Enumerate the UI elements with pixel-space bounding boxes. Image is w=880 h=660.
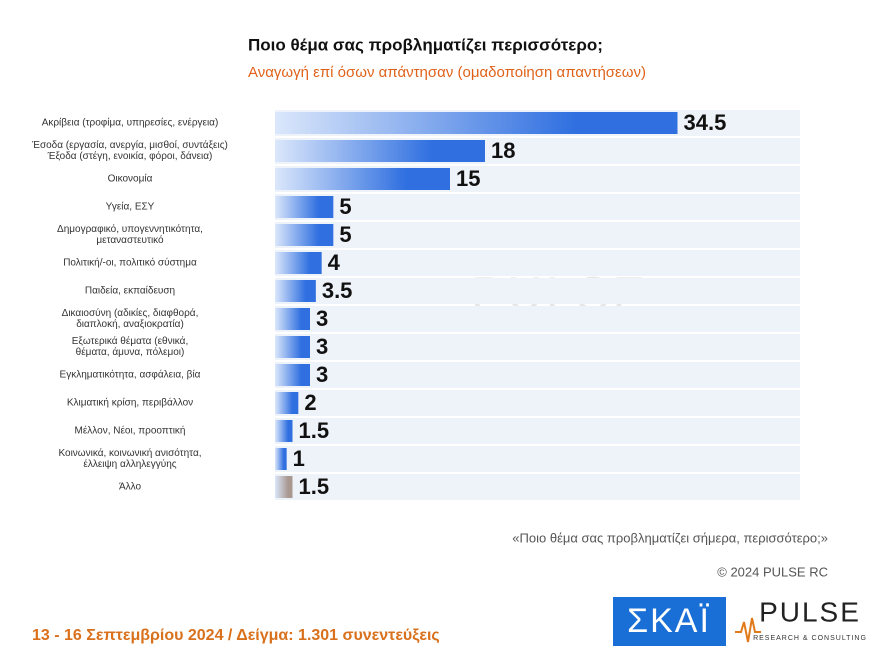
value-label: 3 [316,362,328,387]
bar [275,308,310,330]
bar [275,252,322,274]
chart-subtitle: Αναγωγή επί όσων απάντησαν (ομαδοποίηση … [248,64,646,81]
value-label: 18 [491,138,515,163]
row-band [275,250,800,276]
bar [275,224,334,246]
row-band [275,222,800,248]
value-label: 3 [316,306,328,331]
row-band [275,194,800,220]
value-label: 1 [293,446,305,471]
chart-title: Ποιο θέμα σας προβληματίζει περισσότερο; [248,35,603,54]
category-label: Κοινωνικά, κοινωνική ανισότητα, έλλειψη … [58,448,202,470]
category-label: Άλλο [118,481,142,493]
note: «Ποιο θέμα σας προβληματίζει σήμερα, περ… [512,530,828,545]
bar [275,336,310,358]
category-label: Ακρίβεια (τροφίμα, υπηρεσίες, ενέργεια) [41,117,219,129]
bar [275,448,287,470]
bar [275,364,310,386]
value-label: 2 [304,390,316,415]
row-band [275,362,800,388]
category-label: Οικονομία [107,173,153,185]
category-label: Εγκληματικότητα, ασφάλεια, βία [59,369,201,381]
value-label: 5 [339,194,351,219]
pulse-logo: PULSE [759,596,861,627]
row-band [275,278,800,304]
category-label: Δημογραφικό, υπογεννητικότητα, μεταναστε… [57,224,203,246]
category-label: Έσοδα (εργασία, ανεργία, μισθοί, συντάξε… [32,140,228,162]
row-band [275,418,800,444]
row-band [275,446,800,472]
footer: 13 - 16 Σεπτεμβρίου 2024 / Δείγμα: 1.301… [32,627,440,644]
copyright: © 2024 PULSE RC [717,564,828,579]
skai-logo: ΣΚΑΪ [627,602,711,640]
row-band [275,390,800,416]
category-label: Παιδεία, εκπαίδευση [84,285,176,297]
value-label: 3.5 [322,278,353,303]
value-label: 4 [328,250,341,275]
bar [275,112,678,134]
value-label: 15 [456,166,480,191]
bar [275,168,450,190]
bar [275,392,299,414]
row-band [275,334,800,360]
bar [275,196,334,218]
row-band [275,306,800,332]
row-band [275,474,800,500]
category-label: Κλιματική κρίση, περιβάλλον [66,397,194,409]
bar [275,140,485,162]
category-label: Δικαιοσύνη (αδικίες, διαφθορά, διαπλοκή,… [61,308,199,330]
pulse-icon [735,617,761,643]
bar [275,476,293,498]
value-label: 34.5 [684,110,727,135]
value-label: 1.5 [299,418,330,443]
category-label: Πολιτική/-οι, πολιτικό σύστημα [63,257,197,269]
bar [275,280,316,302]
value-label: 1.5 [299,474,330,499]
category-label: Υγεία, ΕΣΥ [105,201,155,213]
category-label: Μέλλον, Νέοι, προοπτική [74,425,186,437]
value-label: 3 [316,334,328,359]
skai-logo-bg [613,597,726,646]
category-label: Εξωτερικά θέματα (εθνικά, θέματα, άμυνα,… [71,336,189,358]
pulse-logo-sub: RESEARCH & CONSULTING [753,635,867,642]
value-label: 5 [339,222,351,247]
bar [275,420,293,442]
